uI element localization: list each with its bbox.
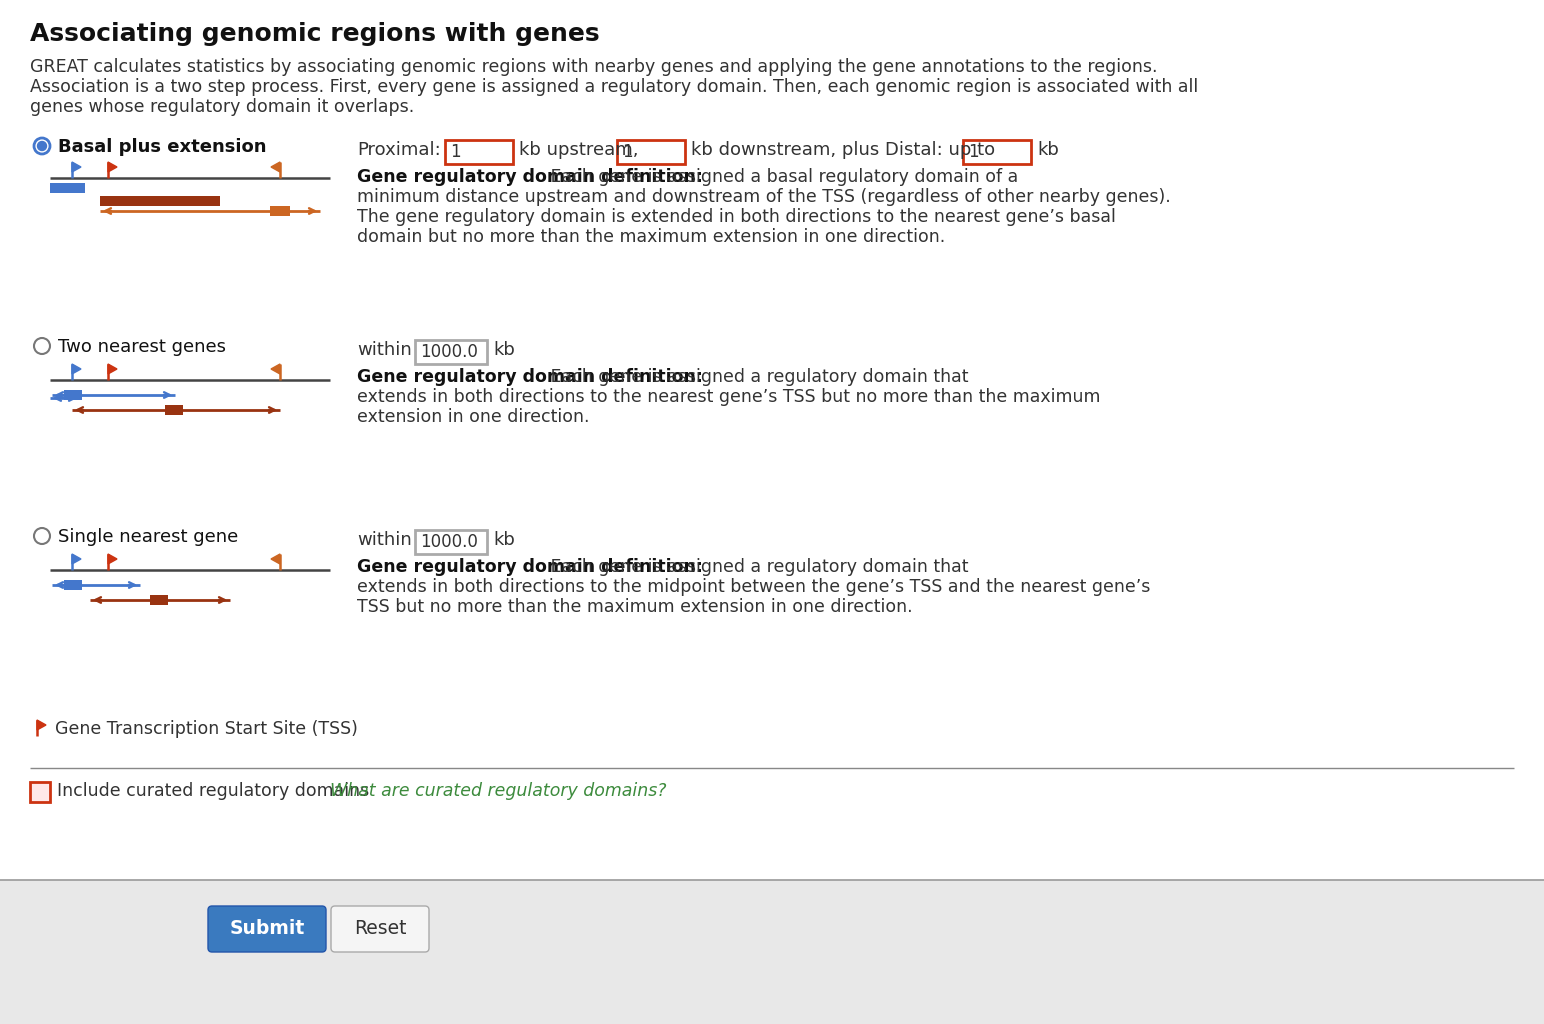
- Polygon shape: [73, 364, 80, 374]
- Circle shape: [37, 141, 46, 151]
- Text: The gene regulatory domain is extended in both directions to the nearest gene’s : The gene regulatory domain is extended i…: [357, 208, 1116, 226]
- Polygon shape: [73, 554, 80, 564]
- Polygon shape: [108, 554, 117, 564]
- Text: 1000.0: 1000.0: [420, 343, 479, 361]
- Text: minimum distance upstream and downstream of the TSS (regardless of other nearby : minimum distance upstream and downstream…: [357, 188, 1170, 206]
- Bar: [100, 196, 219, 206]
- Bar: [270, 206, 290, 216]
- Text: Gene Transcription Start Site (TSS): Gene Transcription Start Site (TSS): [56, 720, 358, 738]
- Polygon shape: [272, 554, 279, 564]
- Bar: [29, 782, 49, 802]
- Text: Association is a two step process. First, every gene is assigned a regulatory do: Association is a two step process. First…: [29, 78, 1198, 96]
- Bar: [0, 880, 1544, 1024]
- Text: Two nearest genes: Two nearest genes: [59, 338, 225, 356]
- Text: domain but no more than the maximum extension in one direction.: domain but no more than the maximum exte…: [357, 228, 945, 246]
- Text: Submit: Submit: [230, 920, 304, 939]
- Polygon shape: [37, 720, 46, 730]
- Circle shape: [34, 338, 49, 354]
- Text: Gene regulatory domain definition:: Gene regulatory domain definition:: [357, 368, 703, 386]
- Text: Each gene is assigned a basal regulatory domain of a: Each gene is assigned a basal regulatory…: [545, 168, 1017, 186]
- Text: Basal plus extension: Basal plus extension: [59, 138, 267, 156]
- Text: Proximal:: Proximal:: [357, 141, 440, 159]
- Polygon shape: [272, 364, 279, 374]
- Text: extends in both directions to the nearest gene’s TSS but no more than the maximu: extends in both directions to the neares…: [357, 388, 1101, 406]
- Text: kb: kb: [493, 341, 514, 359]
- Bar: [415, 530, 486, 554]
- Bar: [445, 140, 513, 164]
- FancyBboxPatch shape: [208, 906, 326, 952]
- Bar: [618, 140, 686, 164]
- Polygon shape: [108, 162, 117, 172]
- Bar: [63, 390, 82, 400]
- Text: kb: kb: [493, 531, 514, 549]
- Text: Each gene is assigned a regulatory domain that: Each gene is assigned a regulatory domai…: [545, 368, 968, 386]
- Text: kb upstream,: kb upstream,: [519, 141, 639, 159]
- Text: Gene regulatory domain definition:: Gene regulatory domain definition:: [357, 168, 703, 186]
- Polygon shape: [272, 162, 279, 172]
- Text: Associating genomic regions with genes: Associating genomic regions with genes: [29, 22, 599, 46]
- Text: 1: 1: [449, 143, 460, 161]
- Circle shape: [34, 138, 49, 154]
- Text: 1000.0: 1000.0: [420, 534, 479, 551]
- Text: extends in both directions to the midpoint between the gene’s TSS and the neares: extends in both directions to the midpoi…: [357, 578, 1150, 596]
- Text: TSS but no more than the maximum extension in one direction.: TSS but no more than the maximum extensi…: [357, 598, 913, 616]
- Polygon shape: [73, 162, 80, 172]
- Text: GREAT calculates statistics by associating genomic regions with nearby genes and: GREAT calculates statistics by associati…: [29, 58, 1158, 76]
- Text: What are curated regulatory domains?: What are curated regulatory domains?: [330, 782, 667, 800]
- Bar: [963, 140, 1031, 164]
- Text: within: within: [357, 341, 412, 359]
- Text: Each gene is assigned a regulatory domain that: Each gene is assigned a regulatory domai…: [545, 558, 968, 575]
- Bar: [63, 580, 82, 590]
- Text: 1: 1: [622, 143, 633, 161]
- Text: Gene regulatory domain definition:: Gene regulatory domain definition:: [357, 558, 703, 575]
- Polygon shape: [108, 364, 117, 374]
- Text: Reset: Reset: [354, 920, 406, 939]
- Bar: [165, 406, 184, 415]
- Text: extension in one direction.: extension in one direction.: [357, 408, 590, 426]
- Text: within: within: [357, 531, 412, 549]
- Circle shape: [34, 528, 49, 544]
- Text: 1: 1: [968, 143, 979, 161]
- FancyBboxPatch shape: [330, 906, 429, 952]
- Text: kb: kb: [1038, 141, 1059, 159]
- Bar: [415, 340, 486, 364]
- Text: kb downstream, plus Distal: up to: kb downstream, plus Distal: up to: [692, 141, 996, 159]
- Text: Single nearest gene: Single nearest gene: [59, 528, 238, 546]
- Bar: [150, 595, 168, 605]
- Text: genes whose regulatory domain it overlaps.: genes whose regulatory domain it overlap…: [29, 98, 414, 116]
- Text: Include curated regulatory domains: Include curated regulatory domains: [57, 782, 369, 800]
- Bar: [49, 183, 85, 193]
